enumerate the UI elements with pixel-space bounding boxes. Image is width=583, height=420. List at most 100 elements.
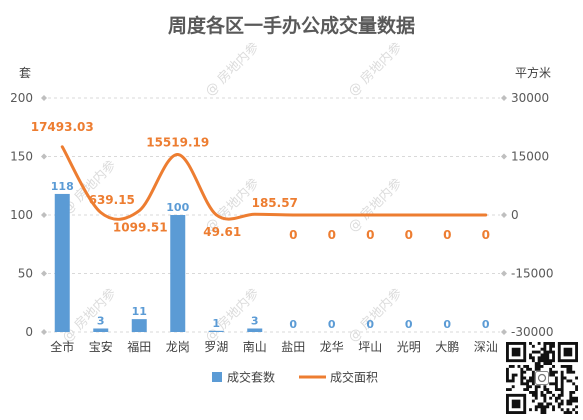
qr-logo xyxy=(535,371,549,385)
x-tick-label: 南山 xyxy=(243,339,267,354)
watermark-text: @ 房地内参 xyxy=(345,285,405,345)
legend-item-units: 成交套数 xyxy=(212,370,275,385)
y-left-tick-label: 200 xyxy=(10,91,33,105)
x-axis: 全市 宝安 福田 龙岗 罗湖 南山 盐田 龙华 坪山 光明 大鹏 深汕 xyxy=(50,339,498,354)
y-left-axis-label: 套 xyxy=(19,66,31,80)
x-tick-label: 罗湖 xyxy=(204,339,228,354)
line-value-label: 15519.19 xyxy=(146,135,209,149)
line-point xyxy=(253,213,256,216)
x-tick-label: 光明 xyxy=(397,340,421,354)
line-value-label: 1099.51 xyxy=(113,221,168,235)
y-right-axis: 30000 15000 0 -15000 -30000 xyxy=(511,91,554,339)
line-point xyxy=(407,213,410,217)
line-point xyxy=(330,213,333,217)
bar-series xyxy=(54,193,263,332)
gridline-marker xyxy=(501,329,507,335)
y-left-tick-label: 150 xyxy=(10,150,33,164)
bar-value-label: 0 xyxy=(328,318,336,331)
line-point xyxy=(138,209,141,212)
bar-value-label: 0 xyxy=(366,318,374,331)
gridline-marker xyxy=(501,153,507,160)
line-value-labels: 17493.03 639.15 1099.51 15519.19 49.61 185.57… xyxy=(31,120,490,242)
gridline-marker xyxy=(41,212,47,218)
x-tick-label: 全市 xyxy=(50,339,74,354)
chart-title: 周度各区一手办公成交量数据 xyxy=(168,14,415,37)
bar-value-label: 3 xyxy=(251,314,259,327)
x-tick-label: 大鹏 xyxy=(435,340,459,354)
bar xyxy=(93,328,109,332)
gridline-marker xyxy=(41,153,47,160)
line-value-label: 49.61 xyxy=(203,225,241,239)
gridline-marker xyxy=(501,212,507,218)
bar-value-label: 100 xyxy=(166,201,189,214)
y-left-tick-label: 50 xyxy=(18,267,33,281)
bar-value-label: 0 xyxy=(443,318,451,331)
gridline-marker xyxy=(501,270,507,277)
bar-value-label: 0 xyxy=(405,318,413,331)
line-value-label: 0 xyxy=(482,228,490,242)
bar xyxy=(131,319,147,332)
line-value-label: 0 xyxy=(366,228,374,242)
legend-item-area: 成交面积 xyxy=(299,370,378,385)
bar xyxy=(54,193,70,332)
line-point xyxy=(61,145,64,148)
line-point xyxy=(292,213,295,217)
x-tick-label: 宝安 xyxy=(89,339,113,354)
gridlines xyxy=(41,95,507,335)
line-value-label: 0 xyxy=(328,228,336,242)
line-point xyxy=(369,213,372,217)
y-right-axis-label: 平方米 xyxy=(515,65,551,80)
y-left-tick-label: 0 xyxy=(25,325,33,339)
bar-value-label: 3 xyxy=(97,314,105,327)
line-point xyxy=(99,211,102,214)
x-tick-label: 龙华 xyxy=(320,340,344,354)
gridline-marker xyxy=(41,270,47,277)
gridline-marker xyxy=(41,329,47,335)
line-point xyxy=(484,213,487,217)
bar-value-labels: 118 3 11 100 1 3 0 0 0 0 0 0 xyxy=(51,180,490,331)
line-point xyxy=(215,213,218,217)
legend-swatch-units xyxy=(212,372,222,382)
watermark-text: @ 房地内参 xyxy=(202,39,262,99)
bar xyxy=(247,328,263,332)
y-right-tick-label: 30000 xyxy=(511,91,549,105)
qr-code xyxy=(506,342,578,414)
x-tick-label: 龙岗 xyxy=(166,340,190,354)
x-tick-label: 盐田 xyxy=(281,340,305,354)
bar-value-label: 11 xyxy=(132,305,147,318)
line-value-label: 185.57 xyxy=(252,196,298,210)
y-right-tick-label: 0 xyxy=(511,208,519,222)
x-tick-label: 坪山 xyxy=(358,340,382,354)
x-tick-label: 深汕 xyxy=(474,340,498,354)
y-right-tick-label: -30000 xyxy=(511,325,554,339)
y-right-tick-label: -15000 xyxy=(511,267,554,281)
watermark-text: @ 房地内参 xyxy=(345,39,405,99)
y-left-axis: 200 150 100 50 0 xyxy=(10,91,33,339)
line-value-label: 0 xyxy=(405,228,413,242)
line-value-label: 639.15 xyxy=(89,193,135,207)
bar-value-label: 118 xyxy=(51,180,74,193)
gridline-marker xyxy=(41,95,47,101)
line-value-label: 0 xyxy=(289,228,297,242)
line-value-label: 17493.03 xyxy=(31,120,94,134)
bar-value-label: 0 xyxy=(482,318,490,331)
line-value-label: 0 xyxy=(443,228,451,242)
y-right-tick-label: 15000 xyxy=(511,150,549,164)
gridline-marker xyxy=(501,95,507,101)
watermark-text: @ 房地内参 xyxy=(345,175,405,235)
line-point xyxy=(446,213,449,217)
line-series-group xyxy=(60,145,488,221)
qr-code-modules xyxy=(506,342,578,414)
legend-label-area: 成交面积 xyxy=(330,370,378,385)
qr-logo-mark xyxy=(537,373,547,383)
x-tick-label: 福田 xyxy=(127,339,151,354)
bar xyxy=(170,215,186,332)
bar-value-label: 1 xyxy=(212,317,220,330)
legend-label-units: 成交套数 xyxy=(227,370,275,385)
bar xyxy=(208,330,224,332)
legend: 成交套数 成交面积 xyxy=(212,370,378,385)
line-point xyxy=(176,153,179,156)
y-left-tick-label: 100 xyxy=(10,208,33,222)
